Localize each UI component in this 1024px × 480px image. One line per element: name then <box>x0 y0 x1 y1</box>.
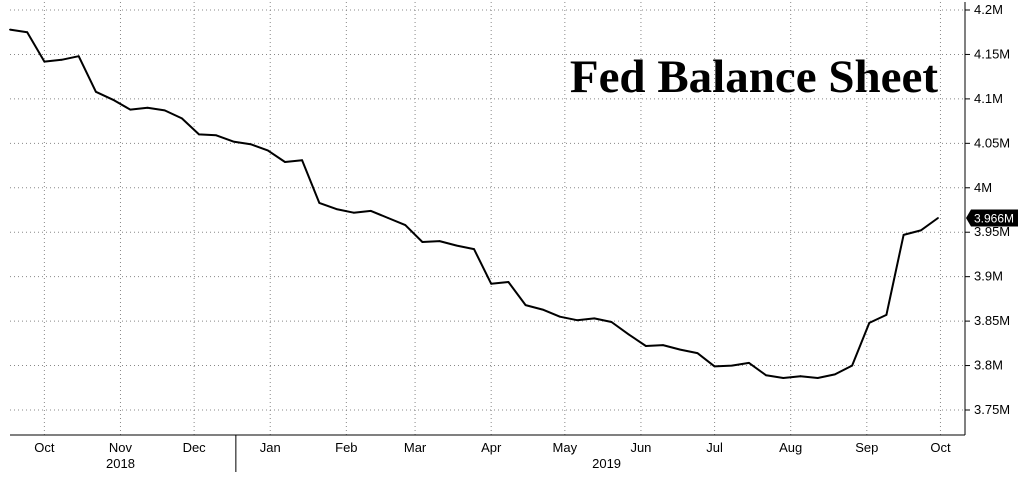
chart-title: Fed Balance Sheet <box>570 51 938 103</box>
data-point <box>559 315 561 318</box>
data-point <box>576 319 578 322</box>
x-tick-label: Sep <box>855 440 878 455</box>
data-point <box>112 98 114 101</box>
data-point <box>834 373 836 376</box>
x-tick-label: May <box>553 440 578 455</box>
data-point <box>627 333 630 336</box>
last-value-arrow <box>966 209 971 227</box>
y-tick-label: 3.85M <box>974 313 1010 328</box>
x-tick-label: Dec <box>183 440 207 455</box>
data-point <box>77 55 80 58</box>
x-tick-label: Jun <box>630 440 651 455</box>
data-point <box>421 241 424 243</box>
data-point <box>782 377 785 379</box>
y-tick-label: 3.75M <box>974 402 1010 417</box>
data-point <box>541 308 544 311</box>
data-point <box>713 365 716 368</box>
y-tick-label: 3.95M <box>974 224 1010 239</box>
y-tick-label: 4.1M <box>974 91 1003 106</box>
data-point <box>249 143 252 146</box>
data-point <box>266 149 269 152</box>
x-tick-label: Feb <box>335 440 357 455</box>
data-point <box>696 352 699 354</box>
data-point <box>919 229 922 232</box>
y-tick-label: 4.2M <box>974 2 1003 17</box>
data-point <box>765 374 767 377</box>
data-point <box>455 244 458 247</box>
data-point <box>748 362 750 364</box>
data-point <box>181 117 183 120</box>
data-point <box>129 108 132 111</box>
y-tick-label: 4.05M <box>974 135 1010 150</box>
data-point <box>473 248 475 251</box>
y-tick-label: 3.9M <box>974 269 1003 284</box>
data-point <box>95 90 97 93</box>
year-label: 2018 <box>106 456 135 471</box>
y-tick-label: 4M <box>974 180 992 195</box>
x-tick-label: Oct <box>34 440 55 455</box>
data-point <box>26 31 29 34</box>
data-point <box>146 106 149 109</box>
data-point <box>885 314 888 316</box>
data-point <box>851 364 853 367</box>
x-axis-ticks: Oct Nov Dec Jan Feb Mar Apr May Jun Jul Aug Sep Oct <box>34 440 951 455</box>
data-point <box>60 58 63 61</box>
data-point <box>816 377 819 379</box>
data-point <box>284 161 286 163</box>
x-tick-label: Mar <box>404 440 427 455</box>
data-point <box>662 344 664 346</box>
data-point <box>507 281 510 283</box>
y-axis-ticks: 4.2M 4.15M 4.1M 4.05M 4M 3.95M 3.9M 3.85M 3.8M 3.… <box>965 2 1010 417</box>
data-point <box>490 282 493 285</box>
y-tick-label: 3.8M <box>974 358 1003 373</box>
x-tick-label: Oct <box>930 440 951 455</box>
grid <box>10 2 965 435</box>
x-tick-label: Jul <box>706 440 723 455</box>
last-value-box <box>971 209 1018 227</box>
data-point <box>232 140 235 143</box>
last-value-marker: 3.966M <box>966 209 1018 227</box>
data-point <box>9 28 11 31</box>
data-point <box>198 133 200 136</box>
data-point <box>215 134 218 137</box>
data-point <box>524 304 527 306</box>
data-point <box>43 60 46 63</box>
data-point <box>301 159 303 162</box>
data-point <box>730 364 733 367</box>
data-point <box>902 234 905 236</box>
x-tick-label: Apr <box>481 440 502 455</box>
data-point <box>610 321 613 323</box>
x-tick-label: Nov <box>109 440 133 455</box>
data-point <box>438 240 441 243</box>
x-tick-label: Jan <box>260 440 281 455</box>
x-tick-label: Aug <box>779 440 802 455</box>
axes <box>10 2 966 436</box>
year-labels: 2018 2019 <box>106 435 621 472</box>
year-label: 2019 <box>592 456 621 471</box>
data-points <box>9 28 939 379</box>
data-point <box>645 345 647 347</box>
y-tick-label: 4.15M <box>974 46 1010 61</box>
data-point <box>387 217 389 219</box>
data-point <box>593 317 596 320</box>
data-point <box>370 210 372 212</box>
data-point <box>163 109 166 112</box>
data-point <box>404 224 407 227</box>
data-point <box>868 322 871 324</box>
data-point <box>335 208 338 211</box>
last-value-label: 3.966M <box>974 212 1014 226</box>
data-point <box>937 217 939 219</box>
data-point <box>352 211 355 214</box>
data-point <box>679 348 682 351</box>
data-point <box>318 202 321 204</box>
data-point <box>799 375 802 378</box>
